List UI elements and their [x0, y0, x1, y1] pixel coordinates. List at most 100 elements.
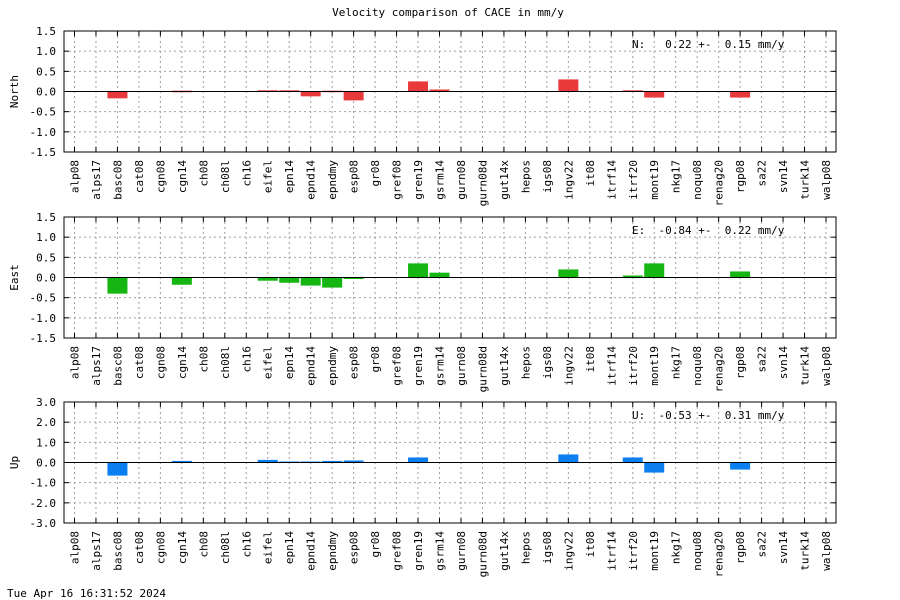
- bar-mont19: [644, 91, 665, 98]
- x-tick-label: eifel: [262, 160, 275, 193]
- bar-ingv22: [558, 269, 579, 278]
- x-tick-label: svn14: [777, 531, 790, 564]
- x-tick-label: gref08: [391, 160, 404, 200]
- x-tick-label: svn14: [777, 160, 790, 193]
- x-tick-label: alp08: [69, 346, 82, 379]
- x-tick-label: ingv22: [562, 346, 575, 386]
- x-tick-label: epn14: [283, 346, 296, 379]
- x-tick-label: ingv22: [562, 531, 575, 571]
- bar-gren19: [408, 457, 429, 463]
- x-tick-label: gurn08: [455, 346, 468, 386]
- x-tick-label: hepos: [519, 531, 532, 564]
- x-tick-label: alp08: [69, 160, 82, 193]
- y-tick-label: -1.0: [30, 477, 57, 490]
- x-tick-label: epndmy: [326, 346, 339, 386]
- y-tick-label: 0.0: [36, 86, 56, 99]
- x-tick-label: cgn14: [176, 346, 189, 379]
- x-tick-label: cat08: [133, 160, 146, 193]
- y-tick-label: 1.0: [36, 436, 56, 449]
- x-tick-label: ch08: [197, 160, 210, 187]
- x-tick-label: nkg17: [670, 160, 683, 193]
- x-tick-label: cgn08: [154, 531, 167, 564]
- x-tick-label: it08: [584, 346, 597, 373]
- bar-esp08: [343, 91, 364, 101]
- x-tick-label: alp08: [69, 531, 82, 564]
- x-tick-label: ch08: [197, 346, 210, 373]
- y-tick-label: 1.5: [36, 25, 56, 38]
- x-tick-label: renag20: [713, 346, 726, 392]
- bar-gsrm14: [429, 272, 450, 278]
- bar-ingv22: [558, 454, 579, 463]
- x-tick-label: igs08: [541, 346, 554, 379]
- x-tick-label: gurn08: [455, 531, 468, 571]
- x-tick-label: svn14: [777, 346, 790, 379]
- x-tick-label: cgn14: [176, 531, 189, 564]
- x-tick-label: rgp08: [734, 160, 747, 193]
- x-tick-label: sa22: [756, 160, 769, 187]
- bar-eifel: [257, 277, 278, 281]
- x-tick-label: ch08l: [219, 346, 232, 379]
- x-tick-label: alps17: [90, 160, 103, 200]
- x-tick-label: cgn08: [154, 160, 167, 193]
- x-tick-label: epndmy: [326, 531, 339, 571]
- x-tick-label: it08: [584, 531, 597, 558]
- x-tick-label: epn14: [283, 531, 296, 564]
- x-tick-label: cgn14: [176, 160, 189, 193]
- bar-epnd14: [300, 91, 321, 97]
- x-tick-label: cat08: [133, 346, 146, 379]
- x-tick-label: gr08: [369, 531, 382, 558]
- bar-epndmy: [322, 277, 343, 288]
- bar-basc08: [107, 277, 128, 294]
- bar-rgp08: [730, 91, 751, 98]
- stat-annotation: E: -0.84 +- 0.22 mm/y: [632, 224, 785, 237]
- x-tick-label: renag20: [713, 531, 726, 577]
- bar-itrf20: [622, 275, 643, 278]
- x-tick-label: sa22: [756, 531, 769, 558]
- y-tick-label: 0.0: [36, 272, 56, 285]
- y-tick-label: 1.5: [36, 211, 56, 224]
- x-tick-label: itrf14: [605, 531, 618, 571]
- x-tick-label: gren19: [412, 531, 425, 571]
- bar-mont19: [644, 263, 665, 278]
- x-tick-label: itrf20: [627, 160, 640, 200]
- x-tick-label: epnd14: [305, 531, 318, 571]
- y-tick-label: 0.5: [36, 65, 56, 78]
- x-tick-label: gr08: [369, 346, 382, 373]
- chart-title: Velocity comparison of CACE in mm/y: [332, 6, 564, 19]
- y-tick-label: 2.0: [36, 416, 56, 429]
- x-tick-label: itrf14: [605, 346, 618, 386]
- y-tick-label: 1.0: [36, 45, 56, 58]
- y-tick-label: -2.0: [30, 497, 57, 510]
- x-tick-label: gref08: [391, 531, 404, 571]
- y-axis-label: Up: [8, 456, 21, 469]
- x-tick-label: rgp08: [734, 531, 747, 564]
- x-tick-label: gsrm14: [434, 531, 447, 571]
- y-axis-label: North: [8, 75, 21, 108]
- plot-frame: [63, 216, 837, 339]
- x-tick-label: gref08: [391, 346, 404, 386]
- x-tick-label: walp08: [820, 160, 833, 200]
- panel-up: 3.0 2.0 1.0 0.0 -1.0 -2.0 -3.0 alp08 alps17 basc0…: [8, 396, 837, 577]
- bar-basc08: [107, 91, 128, 99]
- y-tick-label: -0.5: [30, 106, 57, 119]
- x-tick-label: sa22: [756, 346, 769, 373]
- y-tick-label: 0.0: [36, 457, 56, 470]
- x-tick-label: epn14: [283, 160, 296, 193]
- bar-gren19: [408, 263, 429, 278]
- x-tick-label: turk14: [799, 531, 812, 571]
- x-tick-label: gsrm14: [434, 346, 447, 386]
- panel-north: 1.5 1.0 0.5 0.0 -0.5 -1.0 -1.5 alp08 alps17 basc0…: [8, 25, 837, 206]
- x-tick-label: gr08: [369, 160, 382, 187]
- timestamp: Tue Apr 16 16:31:52 2024: [7, 587, 166, 600]
- bar-mont19: [644, 462, 665, 473]
- x-tick-label: noqu08: [691, 160, 704, 200]
- x-tick-label: ch08l: [219, 160, 232, 193]
- x-tick-label: basc08: [111, 531, 124, 571]
- x-tick-label: gut14x: [498, 160, 511, 200]
- x-tick-label: cat08: [133, 531, 146, 564]
- plot-frame: [63, 30, 837, 153]
- x-tick-label: gurn08d: [476, 346, 489, 392]
- x-tick-label: noqu08: [691, 346, 704, 386]
- x-tick-label: gurn08: [455, 160, 468, 200]
